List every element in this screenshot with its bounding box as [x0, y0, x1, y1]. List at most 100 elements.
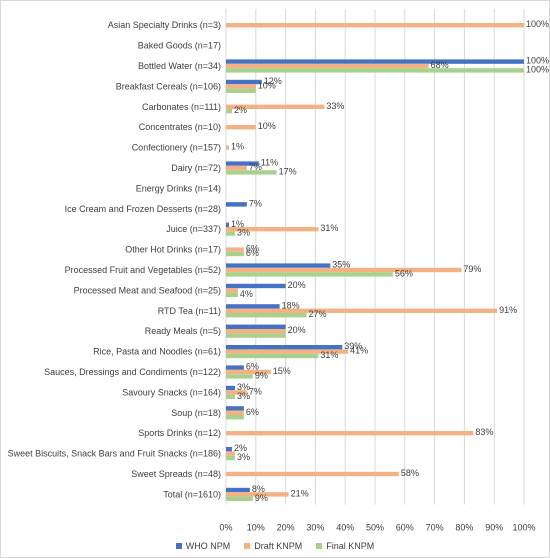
- data-label: 3%: [237, 228, 250, 238]
- x-tick-label: 70%: [426, 523, 444, 533]
- category-label: Concentrates (n=10): [139, 122, 221, 132]
- legend-item-who-npm: WHO NPM: [175, 538, 231, 554]
- data-label: 20%: [288, 325, 306, 335]
- chart-legend: WHO NPM Draft KNPM Final KNPM: [0, 538, 550, 554]
- bar-who-npm: [226, 304, 280, 309]
- category-label: Bottled Water (n=34): [138, 61, 221, 71]
- category-label: Rice, Pasta and Noodles (n=61): [93, 347, 221, 357]
- legend-item-final-knpm: Final KNPM: [316, 538, 374, 554]
- data-label: 20%: [288, 280, 306, 290]
- data-label: 83%: [475, 427, 493, 437]
- bar-who-npm: [226, 447, 232, 452]
- category-label: Ready Meals (n=5): [145, 326, 221, 336]
- bar-draft-knpm: [226, 267, 462, 273]
- bar-who-npm: [226, 283, 286, 289]
- bar-draft-knpm: [226, 492, 289, 497]
- bar-who-npm: [226, 59, 524, 64]
- category-label: Sports Drinks (n=12): [138, 428, 221, 438]
- legend-label-final-knpm: Final KNPM: [326, 541, 375, 551]
- bar-final-knpm: [226, 68, 524, 73]
- data-label: 7%: [249, 386, 262, 396]
- data-label: 39%: [344, 341, 362, 351]
- data-label: 10%: [258, 80, 276, 90]
- data-label: 2%: [234, 105, 247, 115]
- data-label: 3%: [237, 391, 250, 401]
- x-tick-label: 60%: [396, 523, 414, 533]
- category-label: Confectionery (n=157): [132, 143, 221, 153]
- data-label: 2%: [234, 443, 247, 453]
- bar-final-knpm: [226, 251, 244, 257]
- data-label: 100%: [526, 64, 549, 74]
- category-label: Energy Drinks (n=14): [136, 183, 221, 193]
- data-label: 6%: [246, 248, 259, 258]
- bar-draft-knpm: [226, 84, 256, 89]
- data-label: 91%: [499, 305, 517, 315]
- data-label: 33%: [326, 101, 344, 111]
- bar-draft-knpm: [226, 308, 498, 313]
- data-label: 6%: [246, 407, 259, 417]
- data-label: 58%: [401, 468, 419, 478]
- bar-final-knpm: [226, 292, 238, 297]
- bar-draft-knpm: [226, 165, 247, 171]
- bar-final-knpm: [226, 231, 235, 236]
- data-label: 11%: [261, 158, 278, 168]
- category-label: Processed Meat and Seafood (n=25): [74, 285, 221, 295]
- data-label: 3%: [237, 382, 250, 392]
- bar-who-npm: [226, 385, 235, 391]
- data-label: 3%: [237, 452, 250, 462]
- category-label: Sweet Spreads (n=48): [131, 469, 221, 479]
- x-tick-label: 40%: [336, 523, 354, 533]
- data-label: 100%: [526, 56, 549, 66]
- x-tick-label: 20%: [277, 523, 295, 533]
- bar-who-npm: [226, 365, 244, 370]
- category-label: Breakfast Cereals (n=106): [116, 81, 221, 91]
- legend-swatch-who-npm: [175, 543, 182, 549]
- bar-draft-knpm: [226, 247, 244, 252]
- legend-label-who-npm: WHO NPM: [185, 541, 231, 551]
- data-label: 41%: [350, 346, 368, 356]
- x-tick-label: 0%: [219, 523, 232, 533]
- bar-draft-knpm: [226, 349, 349, 354]
- bar-final-knpm: [226, 455, 235, 461]
- data-label: 6%: [246, 244, 259, 254]
- bar-draft-knpm: [226, 410, 244, 415]
- bar-who-npm: [226, 79, 262, 85]
- bar-who-npm: [226, 406, 244, 411]
- x-tick-label: 80%: [455, 523, 473, 533]
- bar-final-knpm: [226, 374, 253, 379]
- data-label: 27%: [308, 309, 326, 319]
- data-label: 7%: [249, 198, 262, 208]
- bar-who-npm: [226, 263, 331, 268]
- category-label: Soup (n=18): [171, 408, 221, 418]
- bar-draft-knpm: [226, 145, 229, 150]
- x-tick-label: 10%: [247, 523, 265, 533]
- data-label: 56%: [395, 268, 413, 278]
- bar-who-npm: [226, 324, 286, 329]
- bar-draft-knpm: [226, 390, 247, 395]
- data-label: 18%: [282, 300, 300, 310]
- data-label: 79%: [463, 264, 481, 274]
- data-label: 10%: [258, 121, 276, 131]
- data-label: 1%: [231, 142, 244, 152]
- data-label: 100%: [526, 19, 549, 29]
- category-label: Asian Specialty Drinks (n=3): [108, 20, 221, 30]
- bar-draft-knpm: [226, 431, 474, 436]
- bar-draft-knpm: [226, 471, 399, 477]
- category-label: Dairy (n=72): [171, 163, 221, 173]
- category-label: Baked Goods (n=17): [138, 41, 221, 51]
- data-label: 9%: [255, 493, 268, 503]
- bar-draft-knpm: [226, 369, 271, 375]
- bar-final-knpm: [226, 394, 235, 399]
- bar-draft-knpm: [226, 63, 429, 69]
- bar-draft-knpm: [226, 451, 235, 456]
- bar-final-knpm: [226, 415, 244, 420]
- x-tick-label: 100%: [512, 523, 535, 533]
- data-label: 7%: [249, 162, 262, 172]
- bar-final-knpm: [226, 496, 253, 501]
- category-label: Carbonates (n=111): [142, 102, 221, 112]
- data-label: 31%: [320, 223, 338, 233]
- horizontal-bar-chart: Asian Specialty Drinks (n=3) Baked Goods …: [8, 9, 549, 533]
- data-label: 17%: [279, 166, 297, 176]
- data-label: 21%: [291, 488, 309, 498]
- bar-draft-knpm: [226, 227, 319, 232]
